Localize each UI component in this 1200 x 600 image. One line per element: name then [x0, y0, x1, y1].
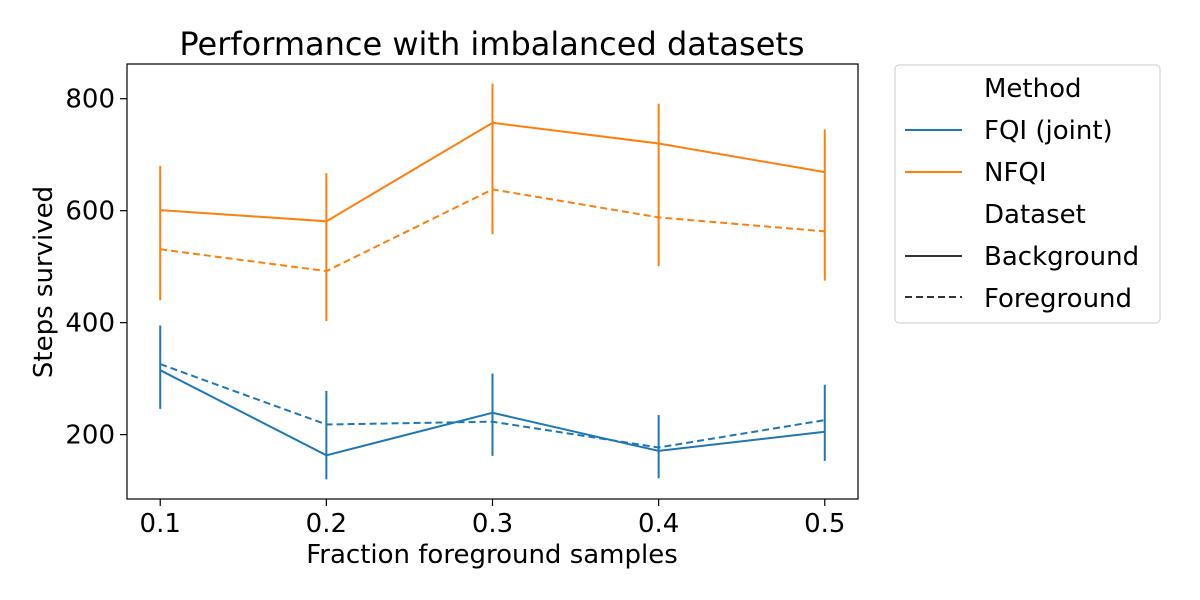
series-line-fqi-joint-foreground	[159, 363, 825, 449]
x-axis-label: Fraction foreground samples	[306, 540, 678, 570]
y-tick-label: 200	[65, 421, 115, 451]
legend-label-background: Background	[984, 242, 1139, 272]
legend: Method FQI (joint) NFQI Dataset Backgrou…	[894, 64, 1161, 324]
y-axis: 200 400 600 800	[65, 85, 127, 451]
legend-label-nfqi: NFQI	[984, 158, 1047, 188]
x-tick-label: 0.4	[638, 509, 679, 539]
legend-title-method: Method	[984, 74, 1082, 104]
legend-label-foreground: Foreground	[984, 284, 1132, 314]
x-tick-label: 0.3	[472, 509, 513, 539]
y-axis-label: Steps survived	[29, 186, 59, 378]
series-line-nfqi-foreground	[160, 188, 825, 273]
plot-marks	[159, 83, 826, 480]
x-tick-label: 0.2	[306, 509, 347, 539]
legend-label-fqi: FQI (joint)	[984, 116, 1113, 146]
x-tick-label: 0.5	[804, 509, 845, 539]
x-axis: 0.1 0.2 0.3 0.4 0.5	[140, 499, 845, 539]
chart-title: Performance with imbalanced datasets	[179, 25, 804, 63]
legend-title-dataset: Dataset	[984, 200, 1086, 230]
x-tick-label: 0.1	[140, 509, 181, 539]
y-tick-label: 400	[65, 309, 115, 339]
y-tick-label: 800	[65, 85, 115, 115]
y-tick-label: 600	[65, 197, 115, 227]
